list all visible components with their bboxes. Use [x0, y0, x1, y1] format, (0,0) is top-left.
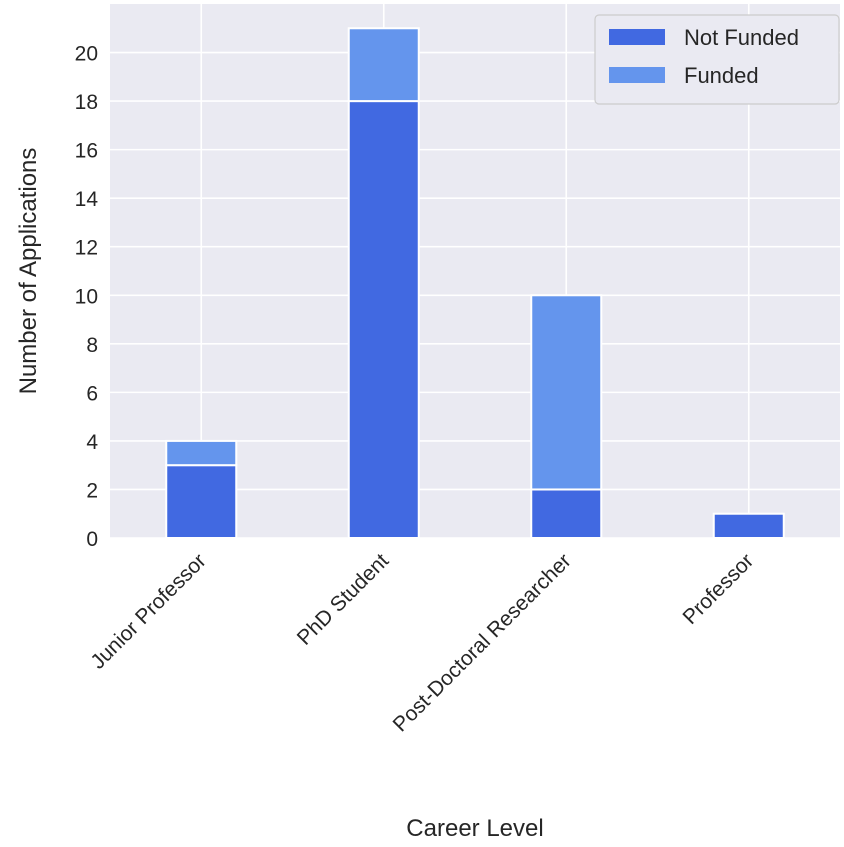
legend-label: Not Funded [684, 25, 799, 50]
y-tick-label: 4 [86, 431, 98, 454]
legend-label: Funded [684, 63, 759, 88]
y-tick-label: 6 [86, 382, 98, 405]
bars [165, 27, 785, 540]
x-tick-label: Professor [678, 549, 758, 629]
bar-funded [347, 27, 420, 103]
x-tick-label: Post-Doctoral Researcher [389, 549, 576, 736]
legend: Not Funded Funded [594, 14, 840, 105]
y-tick-label: 8 [86, 334, 98, 357]
x-tick-labels: Junior Professor PhD StudentPost-Doctoral… [86, 549, 758, 736]
legend-swatch [609, 67, 665, 83]
y-tick-label: 0 [86, 528, 98, 551]
y-tick-label: 14 [75, 188, 99, 211]
x-axis-label: Career Level [406, 815, 543, 842]
bar-not-funded [712, 512, 785, 540]
bar-not-funded [165, 464, 238, 540]
bar-funded [530, 294, 603, 491]
x-tick-label: PhD Student [293, 549, 394, 650]
y-tick-label: 18 [75, 91, 98, 114]
x-tick-label: Junior Professor [86, 549, 210, 673]
legend-swatch [609, 29, 665, 45]
y-axis-label: Number of Applications [15, 148, 42, 395]
bar-not-funded [347, 100, 420, 539]
y-tick-label: 2 [86, 479, 98, 502]
bar-funded [165, 439, 238, 467]
y-tick-label: 20 [75, 43, 98, 66]
y-tick-labels: 0 2 4 6 8 10 12 14 16 18 20 [75, 43, 99, 551]
y-tick-label: 16 [75, 140, 98, 163]
y-tick-label: 12 [75, 237, 98, 260]
bar-not-funded [530, 488, 603, 540]
y-tick-label: 10 [75, 285, 98, 308]
